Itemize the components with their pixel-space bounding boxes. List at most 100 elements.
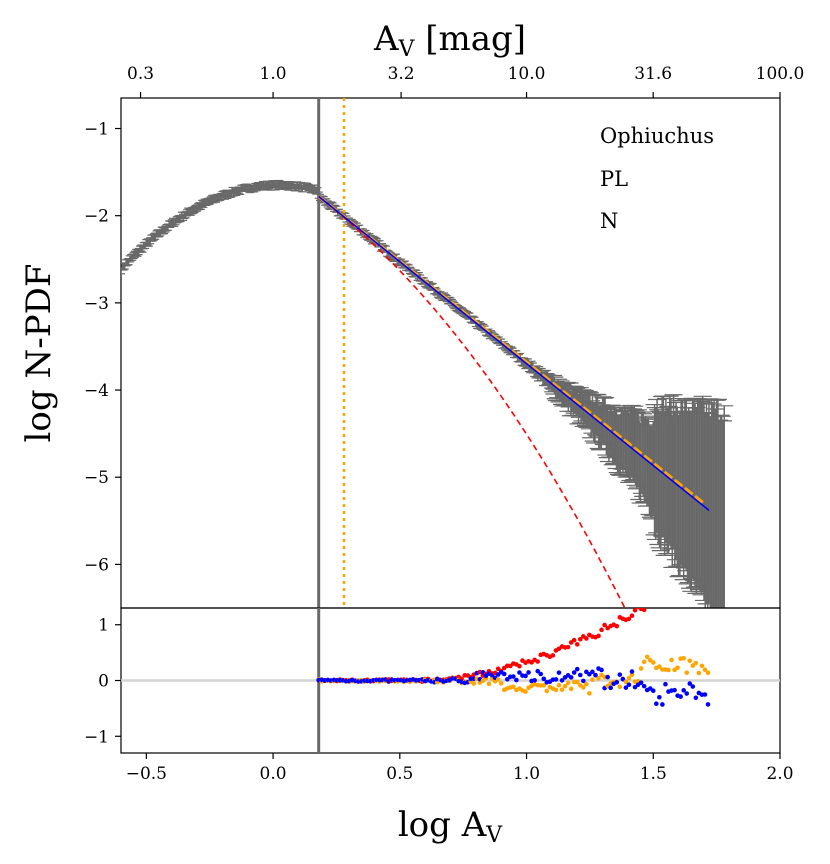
resid-point-ln <box>517 663 522 669</box>
resid-point-pl <box>599 667 604 673</box>
annotation-model: PL <box>600 167 628 191</box>
top-tick-label: 0.3 <box>127 64 154 84</box>
resid-point-pl <box>574 666 580 672</box>
resid-point-pl <box>556 670 562 675</box>
resid-point-pl <box>623 685 629 690</box>
resid-point-ln <box>571 637 577 643</box>
x-axis-title-sub: V <box>485 823 503 848</box>
resid-point-pl <box>593 672 598 678</box>
resid-point-ln <box>669 579 674 584</box>
resid-point-pl <box>511 674 516 679</box>
x-tick-label: 1.0 <box>513 764 540 784</box>
resid-point-pl-orange <box>544 688 550 694</box>
x-tick-label: −0.5 <box>126 764 167 784</box>
y-tick-label-resid: 1 <box>98 616 109 636</box>
residual-data-area <box>121 579 780 753</box>
resid-point-pl <box>702 692 708 697</box>
top-axis-title: AV [mag] <box>373 19 526 62</box>
resid-point-pl-orange <box>565 680 571 686</box>
resid-point-pl-orange <box>687 658 693 664</box>
y-tick-label-main: −5 <box>84 468 109 488</box>
y-tick-label-resid: 0 <box>98 672 109 692</box>
resid-point-pl <box>672 687 677 693</box>
resid-point-ln <box>565 644 571 650</box>
y-axis-title: log N-PDF <box>19 264 59 443</box>
resid-point-pl-orange <box>669 657 674 663</box>
resid-point-ln <box>678 581 683 586</box>
x-tick-label: 0.0 <box>260 764 287 784</box>
resid-point-pl <box>532 678 537 683</box>
resid-point-pl <box>590 669 595 675</box>
resid-point-ln <box>577 636 583 642</box>
resid-point-pl <box>693 695 699 701</box>
resid-point-ln <box>535 659 540 664</box>
resid-point-ln <box>663 588 668 593</box>
resid-point-pl-orange <box>644 654 650 660</box>
resid-point-pl-orange <box>523 689 528 694</box>
annotation-region: Ophiuchus <box>600 124 714 148</box>
resid-point-pl-orange <box>702 667 708 673</box>
x-tick-label: 0.5 <box>386 764 413 784</box>
resid-point-pl <box>538 671 544 677</box>
resid-point-pl <box>681 688 686 693</box>
x-tick-label: 2.0 <box>766 764 793 784</box>
resid-point-ln <box>584 636 589 641</box>
resid-point-pl-orange <box>486 681 492 687</box>
resid-point-pl-orange <box>596 676 601 681</box>
resid-point-ln <box>657 596 662 601</box>
resid-point-pl-orange <box>471 681 477 686</box>
resid-point-pl <box>517 670 522 675</box>
resid-point-pl-orange <box>650 660 656 665</box>
resid-point-pl <box>504 676 510 682</box>
resid-point-pl-orange <box>574 679 580 685</box>
resid-point-pl <box>657 694 662 700</box>
resid-point-ln <box>508 663 513 669</box>
y-tick-label-main: −3 <box>84 294 109 314</box>
resid-point-pl-orange <box>681 655 686 661</box>
resid-point-pl <box>663 681 668 687</box>
resid-point-pl <box>660 702 665 707</box>
resid-point-ln <box>632 608 638 613</box>
resid-point-pl-orange <box>638 666 644 671</box>
resid-point-pl-orange <box>541 683 547 688</box>
resid-point-pl-orange <box>684 670 690 675</box>
resid-point-pl <box>620 676 626 682</box>
resid-point-pl-orange <box>629 672 635 678</box>
resid-point-ln <box>574 642 580 647</box>
resid-point-pl <box>535 668 540 674</box>
resid-point-pl-orange <box>675 665 680 670</box>
resid-point-ln <box>641 608 647 613</box>
top-tick-label: 1.0 <box>260 64 287 84</box>
resid-point-ln <box>614 623 620 629</box>
x-tick-label: 1.5 <box>640 764 667 784</box>
top-axis-title-main: A <box>373 19 399 59</box>
resid-point-pl-orange <box>705 670 711 676</box>
y-tick-label-main: −2 <box>84 207 109 227</box>
resid-point-pl <box>654 701 659 707</box>
x-axis-title: log AV <box>398 805 503 848</box>
top-axis-title-unit: [mag] <box>414 19 526 59</box>
ticks: −0.5 0.0 0.5 1.0 1.5 2.0 0.3 1.0 3.2 10.0 31.6 100.… <box>84 64 804 784</box>
resid-point-ln <box>675 581 680 586</box>
resid-point-pl <box>523 673 528 679</box>
resid-point-pl <box>638 680 644 685</box>
resid-point-pl <box>614 680 620 685</box>
resid-point-pl-orange <box>617 684 623 690</box>
resid-point-pl <box>678 694 683 699</box>
resid-point-pl-orange <box>690 663 696 668</box>
resid-point-pl-orange <box>587 691 592 696</box>
annotation-type: N <box>600 209 618 233</box>
resid-point-pl <box>568 675 574 680</box>
top-tick-label: 3.2 <box>388 64 415 84</box>
top-tick-label: 31.6 <box>634 64 672 84</box>
top-tick-label: 100.0 <box>756 64 805 84</box>
resid-point-ln <box>602 622 607 628</box>
resid-point-pl <box>626 682 632 688</box>
resid-point-pl-orange <box>623 679 629 685</box>
resid-point-ln <box>550 653 556 658</box>
y-tick-label-main: −4 <box>84 381 109 401</box>
ln-fit-curve <box>318 195 626 608</box>
resid-point-ln <box>645 599 650 604</box>
resid-point-ln <box>660 593 665 598</box>
